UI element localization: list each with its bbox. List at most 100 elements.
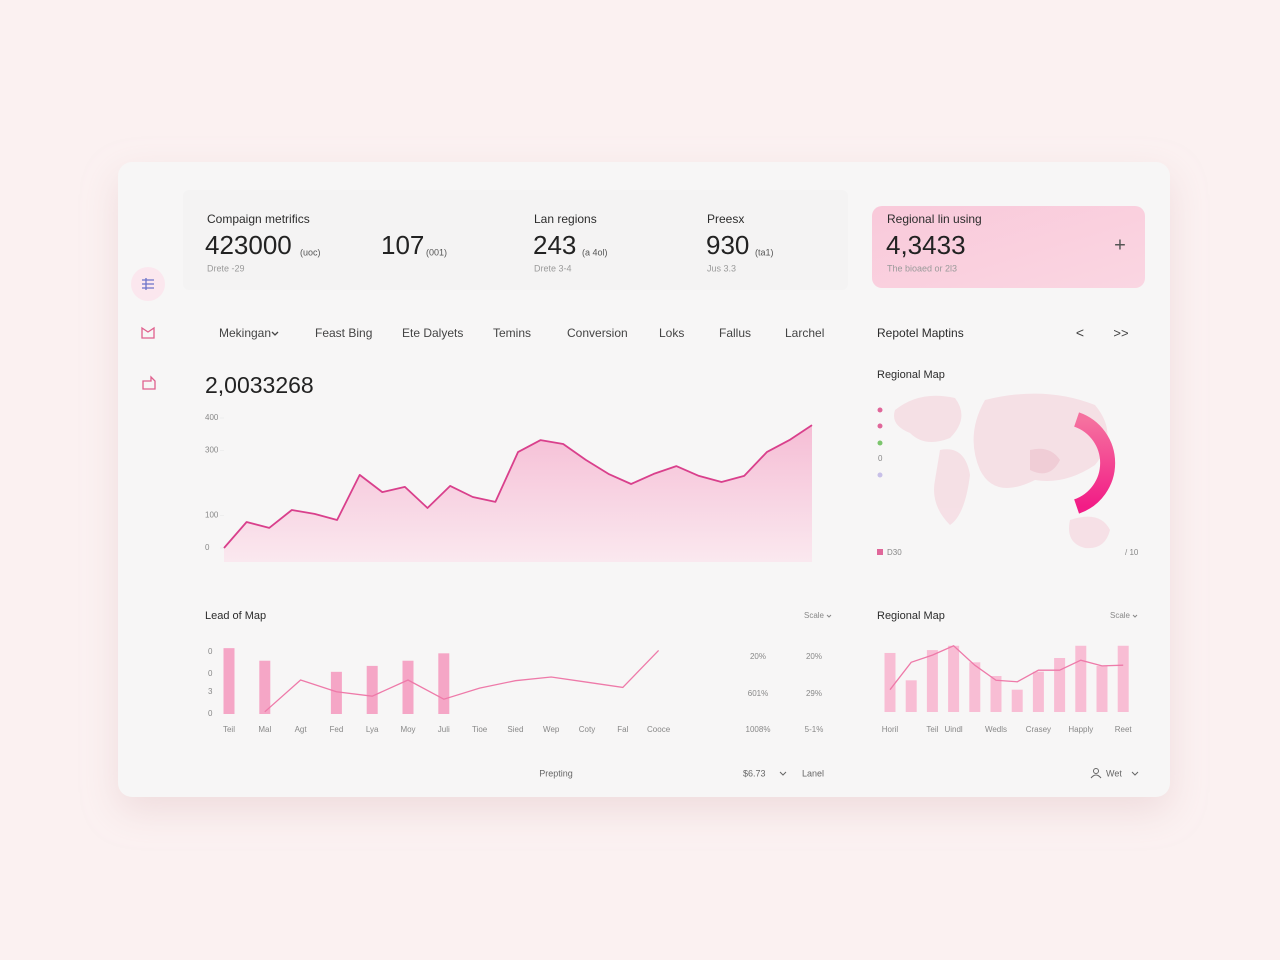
line [223,424,813,549]
chart-title: 2,0033268 [205,372,314,398]
x-tick-label: Wedls [985,725,1007,734]
scale-control[interactable]: Scale [1110,611,1131,620]
bar [1117,645,1129,712]
x-tick-label: Agt [295,725,308,734]
bar [223,648,235,714]
x-tick-label: Horil [882,725,899,734]
chevron [826,614,832,618]
kpi-value: 930 [706,230,749,260]
scale-control[interactable]: Scale [804,611,825,620]
line [889,645,1124,691]
tab[interactable]: Conversion [567,326,628,340]
bar [969,662,981,712]
x-tick-label: Reet [1115,725,1133,734]
y-tick-label: 400 [205,413,219,422]
y-label: 0 [208,647,213,656]
bar [259,660,271,714]
footer-user[interactable]: Wet [1106,768,1122,778]
kpi-unit: (001) [426,247,447,257]
side-value: 1008% [746,725,771,734]
kpi-note: Drete -29 [207,263,245,273]
prev-button[interactable]: < [1076,325,1084,341]
bar [402,660,414,714]
kpi-label: Lan regions [534,212,597,226]
tab[interactable]: Larchel [785,326,824,340]
highlight-card[interactable] [872,206,1145,288]
x-tick-label: Wep [543,725,560,734]
add-button[interactable]: + [1114,234,1126,256]
chart-title: Regional Map [877,610,945,622]
next-button[interactable]: >> [1113,325,1128,340]
x-tick-label: Sied [507,725,523,734]
side-value: 29% [806,689,822,698]
x-tick-label: Fed [330,725,344,734]
highlight-note: The bioaed or 2l3 [887,263,957,273]
x-tick-label: Happly [1068,725,1093,734]
x-tick-label: Lya [366,725,379,734]
bar [366,665,378,714]
bar [1011,689,1023,712]
x-tick-label: Moy [400,725,415,734]
land [1069,516,1110,549]
bar [1075,645,1087,712]
bar [905,680,917,712]
bar [926,650,938,712]
map-scale: / 10 [1125,548,1139,557]
y-label: 0 [208,669,213,678]
chevron [779,771,787,776]
line [264,649,660,713]
nav-icon[interactable] [141,326,155,339]
kpi-value: 423000 [205,230,292,260]
legend-dot [877,440,883,446]
kpi-unit: (ta1) [755,247,774,257]
footer-text: Prepting [539,768,573,778]
legend-label: D30 [887,548,902,557]
panel-title: Repotel Maptins [877,326,964,340]
x-tick-label: Uindl [944,725,962,734]
x-tick-label: Tioe [472,725,488,734]
kpi-unit: (uoc) [300,247,321,257]
highlight-value: 4,3433 [886,230,966,260]
bar [1054,658,1066,712]
x-tick-label: Mal [258,725,271,734]
bar [990,676,1002,712]
footer-price[interactable]: $6.73 [743,768,766,778]
tab[interactable]: Loks [659,326,684,340]
nav-icon[interactable] [142,278,154,290]
chart-title: Lead of Map [205,610,266,622]
bar [330,671,342,714]
tab[interactable]: Mekingan [219,326,271,340]
legend-dot [877,472,883,478]
side-value: 601% [748,689,768,698]
tab[interactable]: Fallus [719,326,751,340]
highlight-label: Regional lin using [887,212,982,226]
land [934,449,970,525]
kpi-value: 243 [533,230,576,260]
land [1030,448,1060,474]
y-label: 3 [208,687,213,696]
tabs: Mekingan Feast Bing Ete Dalyets Temins Conve… [219,326,824,340]
kpi-unit: (a 4ol) [582,247,608,257]
land [973,393,1108,488]
x-tick-label: Juli [438,725,450,734]
map-legend [877,407,883,478]
nav-icons [141,278,156,390]
nav-icon[interactable] [142,375,156,390]
y-tick-label: 0 [205,543,210,552]
x-tick-label: Fal [617,725,628,734]
bar [1032,671,1044,712]
land [894,395,962,442]
legend-dot [877,423,883,429]
chevron [1131,771,1139,776]
x-tick-label: Cooce [647,725,671,734]
bar [1096,665,1108,712]
y-tick-label: 100 [205,511,219,520]
bar [438,653,450,714]
kpi-label: Preesx [707,212,744,226]
tab[interactable]: Feast Bing [315,326,372,340]
tab[interactable]: Ete Dalyets [402,326,463,340]
tab[interactable]: Temins [493,326,531,340]
world-map [894,393,1110,549]
